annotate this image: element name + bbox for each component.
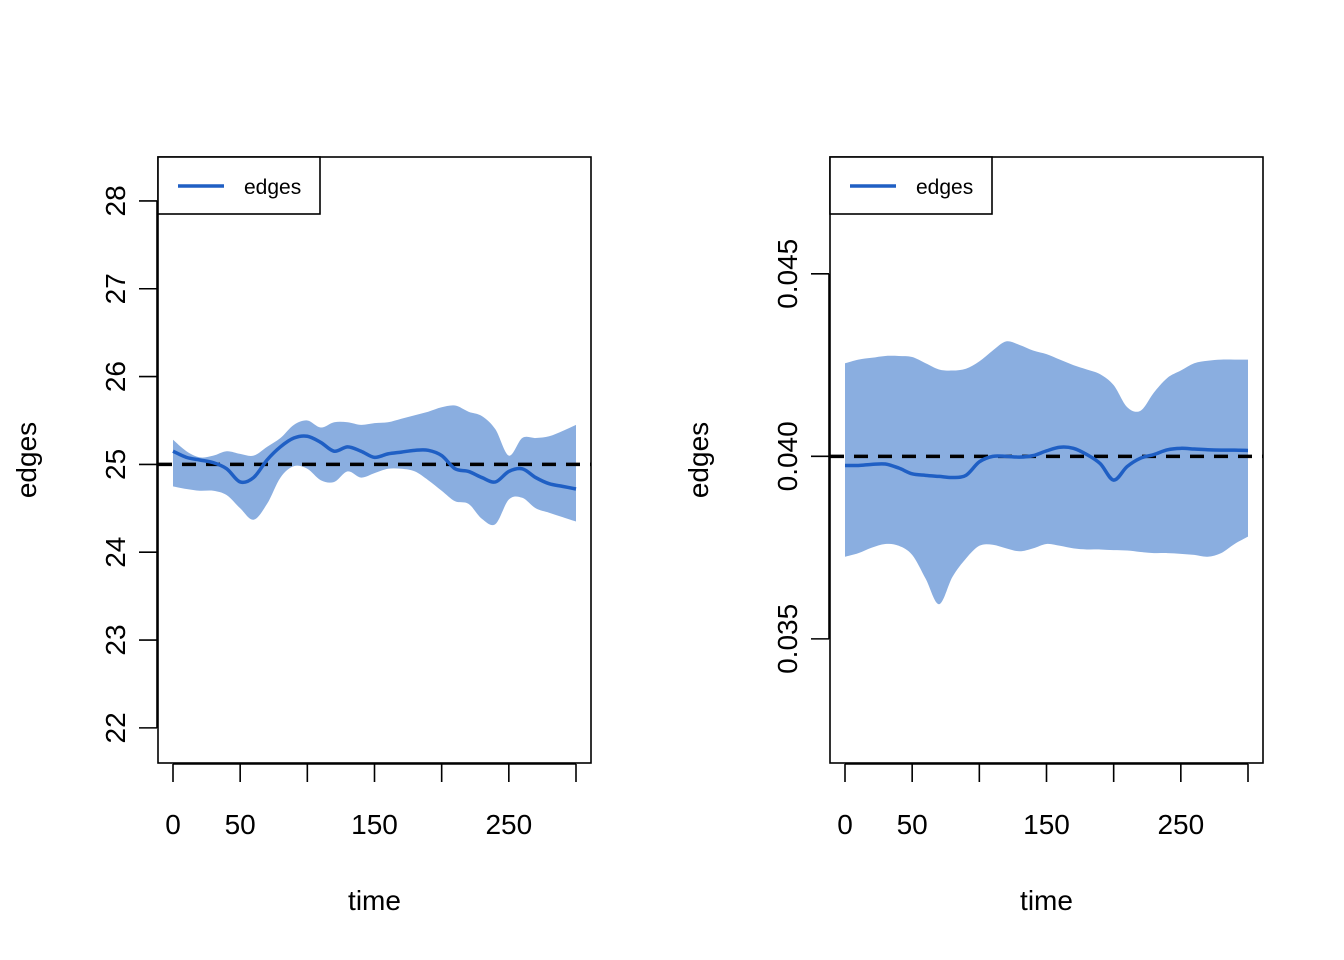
plot-area xyxy=(158,405,591,526)
y-tick-label: 26 xyxy=(100,361,131,392)
plot-frame xyxy=(829,156,1264,764)
x-tick-label: 0 xyxy=(165,809,181,840)
y-tick-label: 24 xyxy=(100,537,131,568)
legend: edges xyxy=(829,156,993,215)
legend-label: edges xyxy=(244,176,301,199)
y-tick-label: 27 xyxy=(100,273,131,304)
x-tick-label: 50 xyxy=(897,809,928,840)
plot-frame xyxy=(157,156,592,764)
x-tick-label: 250 xyxy=(1157,809,1204,840)
x-tick-label: 250 xyxy=(485,809,532,840)
series-line-edges xyxy=(172,434,577,491)
x-tick-label: 150 xyxy=(351,809,398,840)
x-tick-label: 150 xyxy=(1023,809,1070,840)
y-tick-label: 25 xyxy=(100,449,131,480)
x-tick-label: 0 xyxy=(837,809,853,840)
legend-label: edges xyxy=(916,176,973,199)
chart-panel-2: 0 50 150 250 0.035 0.040 0.045 time edges edges xyxy=(683,156,1264,916)
x-tick-label: 50 xyxy=(225,809,256,840)
y-tick-label: 22 xyxy=(100,712,131,743)
y-tick-label: 0.040 xyxy=(772,421,803,491)
chart-panel-1: 0 50 150 250 22 23 24 25 26 27 28 time edges edges xyxy=(11,156,592,916)
x-axis-title: time xyxy=(1020,885,1073,916)
y-axis-title: edges xyxy=(683,422,714,498)
y-tick-label: 0.035 xyxy=(772,604,803,674)
legend: edges xyxy=(157,156,321,215)
y-axis-title: edges xyxy=(11,422,42,498)
x-axis-title: time xyxy=(348,885,401,916)
confidence-band xyxy=(845,341,1248,605)
y-tick-label: 0.045 xyxy=(772,239,803,309)
y-tick-label: 23 xyxy=(100,624,131,655)
plot-area xyxy=(830,341,1263,605)
y-tick-label: 28 xyxy=(100,185,131,216)
series-line-edges xyxy=(844,445,1249,482)
